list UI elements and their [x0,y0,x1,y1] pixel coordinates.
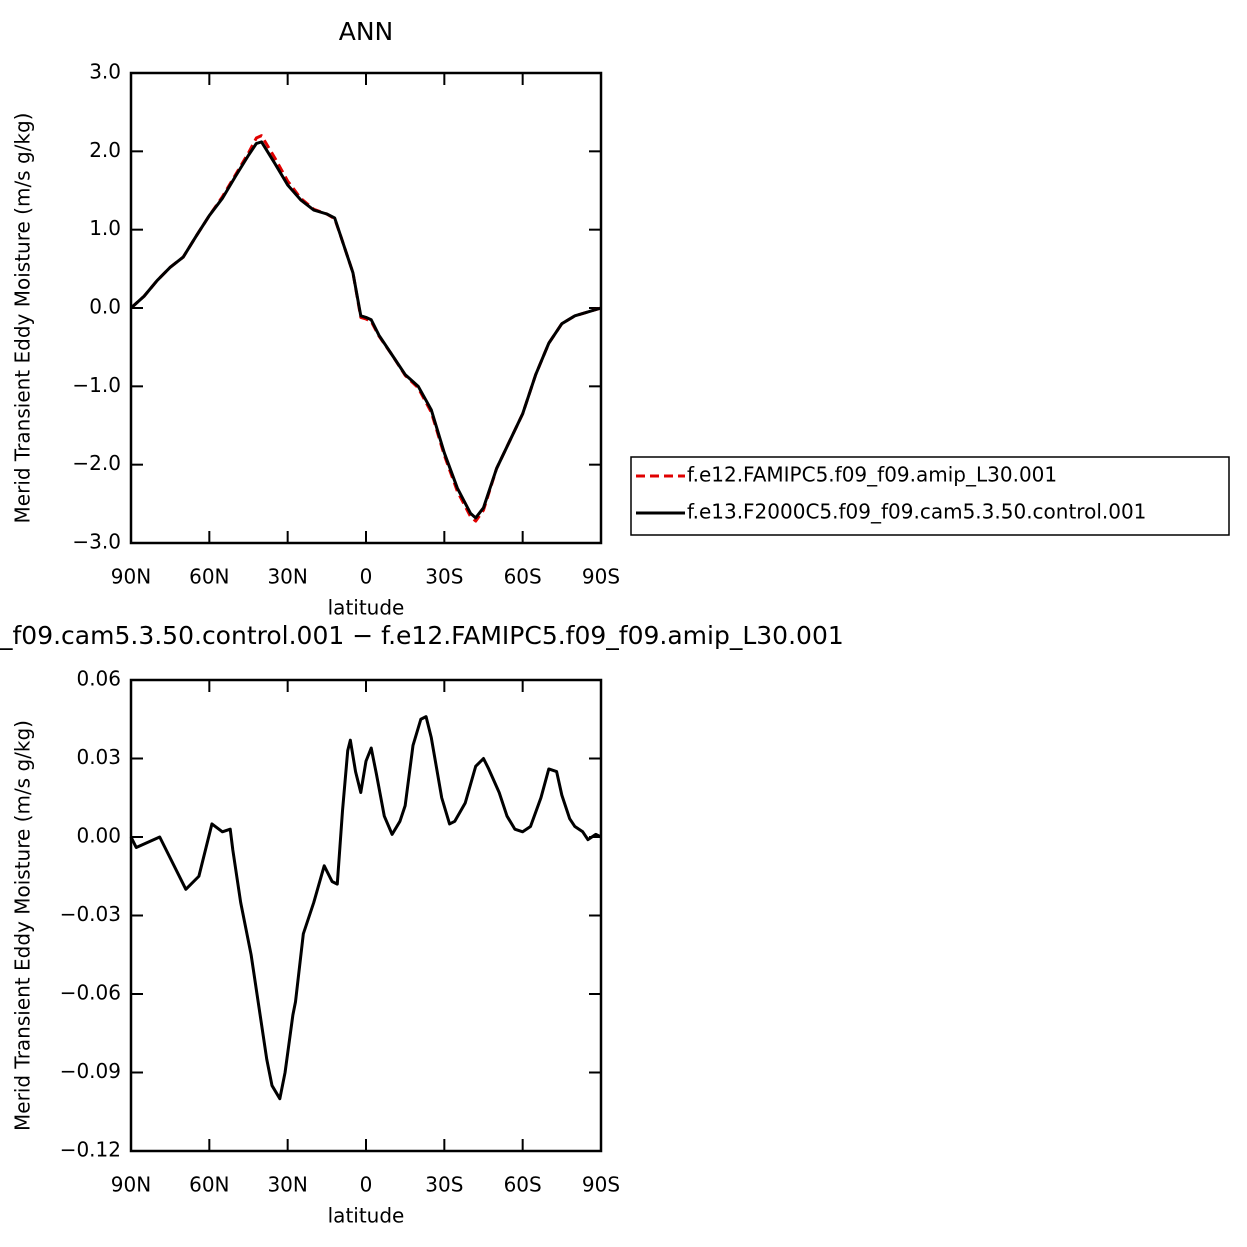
x-tick-label: 30S [425,1173,463,1197]
data-line [129,140,602,520]
y-axis-label: Merid Transient Eddy Moisture (m/s g/kg) [11,720,35,1131]
x-tick-label: 30N [267,1173,307,1197]
y-tick-label: −0.09 [60,1059,121,1083]
y-tick-label: 1.0 [89,216,121,240]
x-tick-label: 30S [425,565,463,589]
x-axis-label: latitude [328,596,405,620]
plot-frame [129,678,603,1153]
x-tick-label: 90S [582,1173,620,1197]
chart-title: ANN [339,17,394,46]
legend-label: f.e13.F2000C5.f09_f09.cam5.3.50.control.… [687,500,1146,524]
x-tick-label: 90N [111,565,151,589]
x-tick-label: 0 [360,565,373,589]
x-tick-label: 0 [360,1173,373,1197]
y-tick-label: −2.0 [72,451,121,475]
x-tick-label: 60S [504,565,542,589]
y-tick-label: −3.0 [72,530,121,554]
y-axis-label: Merid Transient Eddy Moisture (m/s g/kg) [11,113,35,524]
data-line [129,715,602,1101]
y-tick-label: −0.12 [60,1138,121,1162]
y-tick-label: 0.00 [76,824,121,848]
y-tick-label: −0.06 [60,981,121,1005]
x-tick-label: 90S [582,565,620,589]
y-tick-label: 2.0 [89,138,121,162]
x-tick-label: 60N [189,565,229,589]
y-tick-label: 0.03 [76,745,121,769]
data-line [129,134,602,523]
y-tick-label: −0.03 [60,902,121,926]
y-tick-label: 0.06 [76,667,121,691]
x-axis-label: latitude [328,1204,405,1228]
plot-frame [129,71,603,545]
legend-label: f.e12.FAMIPC5.f09_f09.amip_L30.001 [687,463,1057,487]
x-tick-label: 30N [267,565,307,589]
y-tick-label: 0.0 [89,295,121,319]
x-tick-label: 60N [189,1173,229,1197]
legend-box [630,456,1230,536]
x-tick-label: 90N [111,1173,151,1197]
chart-title: _f09.cam5.3.50.control.001 − f.e12.FAMIP… [0,621,844,650]
y-tick-label: −1.0 [72,373,121,397]
y-tick-label: 3.0 [89,60,121,84]
x-tick-label: 60S [504,1173,542,1197]
